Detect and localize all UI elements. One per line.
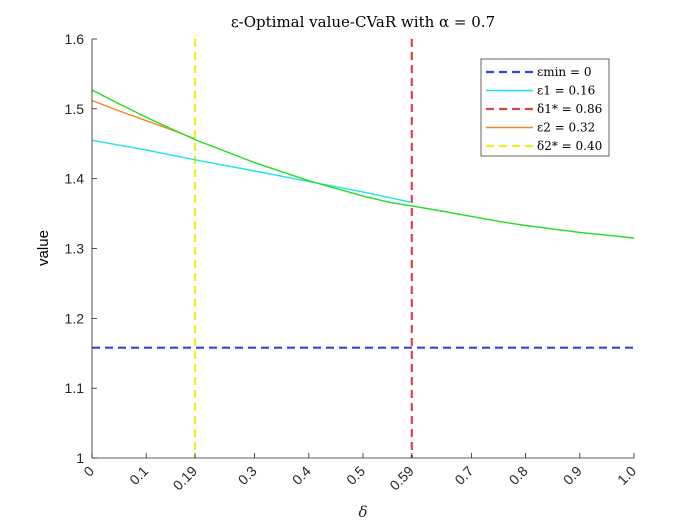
y-tick-label: 1.4	[65, 171, 85, 187]
legend-label: δ2* = 0.40	[537, 139, 602, 153]
y-tick-label: 1.3	[65, 241, 85, 257]
y-ticks: 1 1.1 1.2 1.3 1.4 1.5 1.6	[65, 31, 97, 466]
series-line-5	[91, 89, 635, 239]
legend-label: ε2 = 0.32	[537, 121, 595, 135]
legend-label: ε1 = 0.16	[537, 84, 595, 98]
legend: εmin = 0 ε1 = 0.16 δ1* = 0.86 ε2 = 0.32 δ2* …	[480, 58, 610, 157]
y-tick-label: 1.1	[65, 380, 85, 396]
legend-label: δ1* = 0.86	[537, 102, 602, 116]
y-tick-label: 1.5	[65, 101, 85, 117]
x-axis-label: δ	[358, 503, 367, 521]
series-line-1	[91, 139, 412, 204]
y-tick-label: 1	[76, 450, 84, 466]
legend-box	[480, 58, 610, 157]
series-layer	[91, 39, 635, 458]
chart-title: ε-Optimal value-CVaR with α = 0.7	[231, 13, 495, 31]
y-axis-label: value	[35, 230, 52, 266]
y-tick-label: 1.2	[65, 310, 85, 326]
y-tick-label: 1.6	[65, 31, 85, 47]
legend-label: εmin = 0	[537, 65, 591, 79]
